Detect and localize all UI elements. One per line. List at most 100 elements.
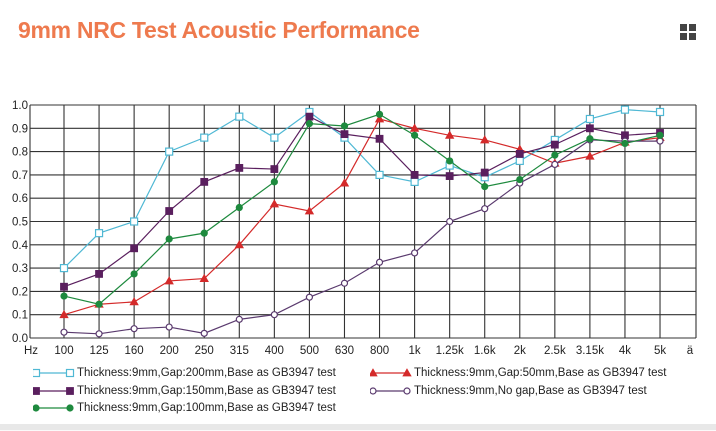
data-point	[375, 170, 384, 179]
data-point	[60, 328, 68, 336]
data-point	[270, 165, 279, 173]
legend-marker	[66, 387, 74, 395]
x-tick-label: 3.15k	[576, 345, 604, 357]
data-point	[305, 112, 314, 121]
data-point	[129, 297, 139, 306]
data-point	[656, 131, 664, 139]
data-point	[130, 217, 139, 226]
series-1	[59, 114, 665, 319]
legend-item: Thickness:9mm,Gap:50mm,Base as GB3947 te…	[370, 366, 666, 380]
data-point	[516, 175, 524, 184]
legend-marker	[370, 368, 378, 377]
data-point	[444, 130, 455, 139]
data-point	[620, 105, 630, 114]
data-point	[480, 135, 490, 144]
legend-swatch	[370, 387, 411, 395]
x-tick-label: 1k	[409, 345, 421, 357]
data-point	[340, 122, 349, 130]
data-point	[95, 300, 103, 308]
legend-marker	[33, 368, 41, 378]
series-line	[63, 113, 661, 305]
data-point	[165, 147, 174, 156]
y-tick-label: 0.9	[12, 123, 28, 135]
data-point	[445, 172, 454, 180]
legend-label: Thickness:9mm,Gap:200mm,Base as GB3947 t…	[77, 367, 336, 379]
legend-label: Thickness:9mm,Gap:100mm,Base as GB3947 t…	[77, 402, 336, 414]
data-point	[95, 270, 103, 278]
data-point	[130, 244, 139, 253]
x-tick-label: 500	[300, 345, 319, 357]
data-point	[481, 182, 489, 191]
data-point	[60, 282, 68, 291]
data-point	[270, 311, 278, 319]
data-point	[304, 206, 315, 215]
data-point	[586, 135, 594, 143]
data-point	[551, 160, 559, 169]
x-tick-label: 630	[335, 345, 354, 357]
data-point	[446, 217, 454, 226]
data-point	[269, 199, 280, 208]
y-tick-label: 0.1	[12, 310, 28, 322]
data-point	[340, 130, 349, 139]
data-point	[410, 170, 419, 179]
series-3	[60, 136, 664, 338]
legend-item: Thickness:9mm,Gap:200mm,Base as GB3947 t…	[33, 366, 336, 380]
data-point	[375, 110, 384, 118]
legend-marker	[370, 387, 377, 395]
legend-marker	[33, 387, 40, 395]
data-point	[585, 114, 595, 124]
data-point	[375, 258, 384, 266]
x-tick-label: 250	[195, 345, 214, 357]
data-point	[411, 249, 419, 257]
x-tick-label: 200	[160, 345, 179, 357]
x-tick-label: 315	[230, 345, 249, 357]
x-tick-label: 1.25k	[436, 345, 464, 357]
data-point	[446, 157, 454, 165]
x-tick-label: 125	[89, 345, 108, 357]
data-point	[621, 139, 629, 148]
page-title: 9mm NRC Test Acoustic Performance	[18, 17, 420, 43]
legend-item: Thickness:9mm,No gap,Base as GB3947 test	[370, 384, 647, 398]
data-point	[409, 123, 420, 132]
data-point	[234, 239, 244, 249]
y-tick-label: 0.5	[12, 217, 28, 229]
grid-icon[interactable]	[680, 24, 696, 40]
legend-label: Thickness:9mm,Gap:150mm,Base as GB3947 t…	[77, 385, 336, 397]
data-point	[165, 235, 173, 243]
data-point	[655, 107, 665, 117]
data-point	[481, 205, 489, 213]
legend-marker	[65, 368, 75, 378]
data-point	[235, 315, 243, 323]
data-point	[374, 114, 385, 123]
y-tick-label: 0.4	[12, 240, 29, 252]
data-point	[339, 178, 350, 187]
y-tick-label: 0.0	[12, 333, 28, 345]
legend-swatch	[370, 368, 412, 377]
data-point	[270, 178, 278, 186]
data-point	[410, 177, 419, 186]
x-tick-label: 160	[125, 345, 144, 357]
x-tick-label: 2.5k	[544, 345, 566, 357]
data-point	[130, 270, 138, 278]
data-point	[305, 120, 314, 128]
legend-swatch	[33, 368, 75, 378]
legend-label: Thickness:9mm,No gap,Base as GB3947 test	[414, 385, 647, 397]
data-point	[200, 229, 208, 237]
data-point	[165, 207, 174, 215]
y-tick-label: 0.7	[12, 170, 28, 182]
y-tick-label: 0.6	[12, 193, 28, 205]
x-tick-label: 4k	[619, 345, 631, 357]
data-point	[340, 279, 349, 287]
data-point	[235, 164, 244, 172]
legend-marker	[402, 368, 412, 377]
data-point	[270, 133, 279, 142]
legend-marker	[403, 387, 411, 395]
data-point	[551, 151, 559, 159]
data-point	[165, 323, 173, 331]
series-2	[60, 112, 664, 291]
data-point	[130, 325, 138, 333]
data-point	[375, 134, 384, 143]
data-point	[200, 329, 208, 337]
